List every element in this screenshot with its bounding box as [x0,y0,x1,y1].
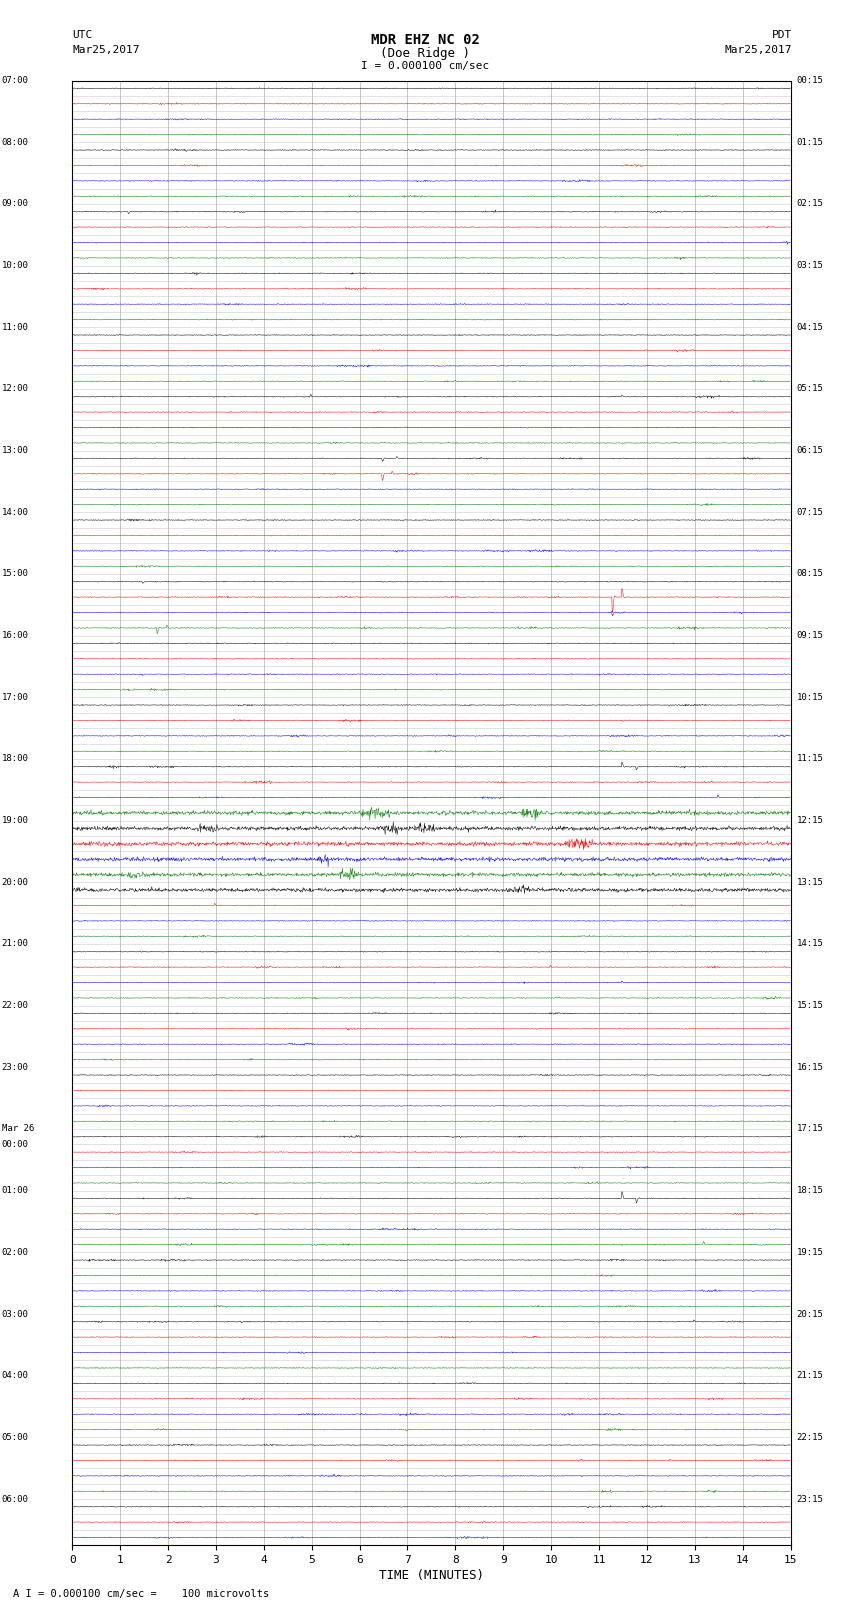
Text: 03:00: 03:00 [2,1310,29,1318]
Text: 15:00: 15:00 [2,569,29,579]
Text: 15:15: 15:15 [796,1002,824,1010]
Text: 13:00: 13:00 [2,447,29,455]
Text: (Doe Ridge ): (Doe Ridge ) [380,47,470,60]
Text: 21:00: 21:00 [2,939,29,948]
Text: 11:15: 11:15 [796,755,824,763]
Text: PDT: PDT [772,31,792,40]
Text: 02:15: 02:15 [796,200,824,208]
Text: 13:15: 13:15 [796,877,824,887]
Text: A I = 0.000100 cm/sec =    100 microvolts: A I = 0.000100 cm/sec = 100 microvolts [13,1589,269,1598]
X-axis label: TIME (MINUTES): TIME (MINUTES) [379,1569,484,1582]
Text: 02:00: 02:00 [2,1248,29,1257]
Text: 07:00: 07:00 [2,76,29,85]
Text: 19:15: 19:15 [796,1248,824,1257]
Text: 20:15: 20:15 [796,1310,824,1318]
Text: 20:00: 20:00 [2,877,29,887]
Text: MDR EHZ NC 02: MDR EHZ NC 02 [371,34,479,47]
Text: 01:15: 01:15 [796,137,824,147]
Text: 14:00: 14:00 [2,508,29,516]
Text: 19:00: 19:00 [2,816,29,826]
Text: 22:15: 22:15 [796,1432,824,1442]
Text: 04:15: 04:15 [796,323,824,332]
Text: 11:00: 11:00 [2,323,29,332]
Text: 23:00: 23:00 [2,1063,29,1071]
Text: 12:15: 12:15 [796,816,824,826]
Text: 06:00: 06:00 [2,1495,29,1503]
Text: 05:15: 05:15 [796,384,824,394]
Text: Mar25,2017: Mar25,2017 [725,45,792,55]
Text: 10:00: 10:00 [2,261,29,269]
Text: 17:00: 17:00 [2,694,29,702]
Text: 05:00: 05:00 [2,1432,29,1442]
Text: 17:15: 17:15 [796,1124,824,1134]
Text: I = 0.000100 cm/sec: I = 0.000100 cm/sec [361,61,489,71]
Text: 16:00: 16:00 [2,631,29,640]
Text: 16:15: 16:15 [796,1063,824,1071]
Text: 03:15: 03:15 [796,261,824,269]
Text: 18:15: 18:15 [796,1186,824,1195]
Text: 10:15: 10:15 [796,694,824,702]
Text: 23:15: 23:15 [796,1495,824,1503]
Text: 00:00: 00:00 [2,1140,29,1148]
Text: 01:00: 01:00 [2,1186,29,1195]
Text: 04:00: 04:00 [2,1371,29,1381]
Text: 06:15: 06:15 [796,447,824,455]
Text: 12:00: 12:00 [2,384,29,394]
Text: Mar25,2017: Mar25,2017 [72,45,139,55]
Text: 18:00: 18:00 [2,755,29,763]
Text: UTC: UTC [72,31,93,40]
Text: 08:15: 08:15 [796,569,824,579]
Text: 07:15: 07:15 [796,508,824,516]
Text: 08:00: 08:00 [2,137,29,147]
Text: 14:15: 14:15 [796,939,824,948]
Text: 09:00: 09:00 [2,200,29,208]
Text: 21:15: 21:15 [796,1371,824,1381]
Text: Mar 26: Mar 26 [2,1124,34,1134]
Text: 00:15: 00:15 [796,76,824,85]
Text: 22:00: 22:00 [2,1002,29,1010]
Text: 09:15: 09:15 [796,631,824,640]
